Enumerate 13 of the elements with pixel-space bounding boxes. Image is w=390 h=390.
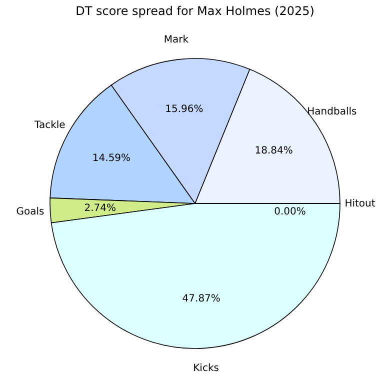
chart-title: DT score spread for Max Holmes (2025) xyxy=(76,4,314,18)
text: 0.00% xyxy=(274,206,306,218)
data-label: 47.87% xyxy=(182,293,220,304)
data-label: 18.84% xyxy=(254,146,293,156)
data-label: 15.96% xyxy=(165,104,204,116)
category-label: Hitout xyxy=(344,198,376,210)
slice-label: Tackle xyxy=(34,120,66,131)
slice-label: Mark xyxy=(164,34,189,46)
data-label: 14.59% xyxy=(92,153,131,164)
data-label: 2.74% xyxy=(84,203,116,214)
slice-label: Kicks xyxy=(193,363,219,374)
slice-label: Goals xyxy=(16,206,44,218)
slice-label: Handballs xyxy=(307,106,357,118)
